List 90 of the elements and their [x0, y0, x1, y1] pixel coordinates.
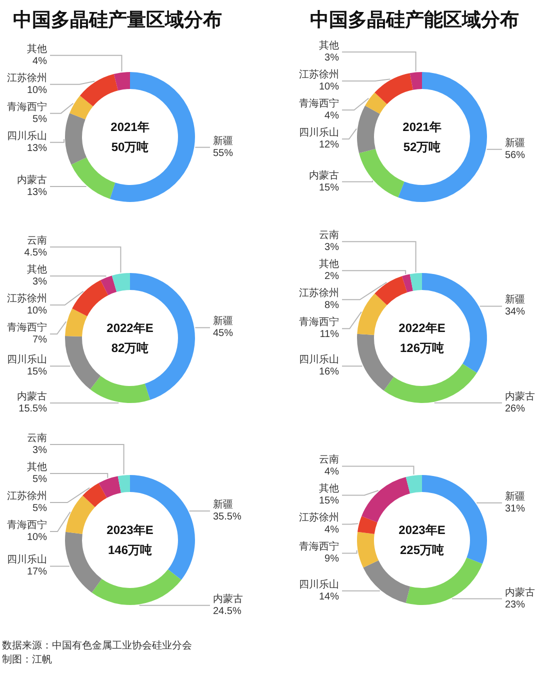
slice-label: 内蒙古: [213, 592, 243, 605]
data-label: 13%: [26, 187, 48, 198]
data-label: 55%: [213, 148, 234, 159]
data-label: 45%: [213, 328, 234, 340]
data-label: 11%: [320, 329, 340, 340]
slice-label: 其他: [319, 40, 339, 52]
slice-label: 江苏徐州: [7, 292, 47, 305]
slice-label: 青海西宁: [7, 518, 47, 531]
data-label: 24.5%: [213, 606, 242, 617]
slice-label: 新疆: [213, 315, 233, 328]
slice-label: 四川乐山: [299, 354, 339, 366]
text: 2023年E 146万吨: [106, 523, 154, 557]
data-label: 17%: [26, 566, 48, 578]
slice-label: 江苏徐州: [299, 512, 339, 524]
slice-label: 青海西宁: [299, 316, 339, 328]
data-label: 15%: [318, 496, 340, 507]
text: 制图：江帆: [2, 654, 52, 666]
slice-label: 四川乐山: [7, 130, 47, 142]
data-label: 3%: [32, 444, 48, 456]
data-label: 3%: [32, 276, 48, 288]
slice-label: 内蒙古: [309, 169, 339, 182]
data-label: 16%: [318, 366, 340, 378]
slice-label: 青海西宁: [7, 100, 47, 113]
slice-label: 内蒙古: [17, 174, 47, 186]
slice-label: 青海西宁: [7, 322, 47, 334]
text: 2022年E 126万吨: [398, 321, 446, 355]
slice-label: 四川乐山: [299, 126, 339, 138]
slice-label: 云南: [319, 454, 339, 466]
data-label: 4%: [324, 466, 340, 478]
slice-label: 四川乐山: [7, 554, 47, 566]
data-label: 56%: [505, 150, 526, 161]
data-label: 35.5%: [213, 511, 242, 522]
data-label: 15%: [318, 182, 340, 194]
data-label: 13%: [26, 142, 48, 154]
data-label: 8%: [324, 300, 340, 312]
slice-label: 其他: [319, 258, 339, 270]
data-label: 10%: [26, 532, 48, 543]
slice-label: 云南: [27, 432, 47, 444]
data-label: 31%: [505, 503, 526, 514]
slice-label: 云南: [319, 229, 339, 242]
data-label: 3%: [324, 52, 340, 64]
slice-label: 内蒙古: [505, 390, 535, 402]
slice-label: 四川乐山: [299, 578, 339, 590]
data-label: 5%: [32, 114, 48, 125]
slice-label: 内蒙古: [505, 586, 535, 598]
data-label: 4%: [324, 524, 340, 536]
chart-title: 中国多晶硅产量区域分布: [13, 9, 222, 31]
slice-label: 江苏徐州: [299, 287, 339, 300]
text: 2021年 52万吨: [402, 120, 442, 154]
data-label: 5%: [32, 474, 48, 485]
data-label: 23%: [505, 599, 526, 610]
data-label: 3%: [324, 242, 340, 254]
data-label: 2%: [324, 271, 340, 282]
data-label: 10%: [26, 306, 48, 317]
slice-label: 云南: [27, 234, 47, 247]
data-label: 34%: [505, 306, 526, 318]
slice-label: 四川乐山: [7, 354, 47, 366]
slice-label: 其他: [319, 482, 339, 495]
chart-title: 中国多晶硅产能区域分布: [310, 9, 519, 31]
slice-label: 新疆: [505, 490, 525, 502]
data-label: 9%: [324, 554, 340, 565]
data-label: 14%: [318, 591, 340, 602]
slice-label: 江苏徐州: [7, 490, 47, 502]
data-label: 10%: [318, 82, 340, 92]
slice-label: 江苏徐州: [299, 68, 339, 80]
data-label: 15.5%: [18, 404, 48, 415]
data-label: 4.5%: [24, 248, 48, 259]
data-label: 26%: [505, 403, 526, 414]
slice-label: 青海西宁: [299, 540, 339, 553]
slice-label: 江苏徐州: [7, 72, 47, 84]
slice-label: 新疆: [505, 136, 525, 149]
data-label: 7%: [32, 334, 48, 346]
slice-label: 其他: [27, 42, 47, 55]
slice-label: 内蒙古: [17, 390, 47, 403]
slice-label: 新疆: [213, 134, 233, 147]
data-label: 5%: [32, 502, 48, 514]
slice-label: 其他: [27, 460, 47, 473]
data-label: 15%: [26, 366, 48, 378]
slice-label: 新疆: [213, 498, 233, 510]
source-note: 数据来源：中国有色金属工业协会硅业分会: [2, 640, 192, 652]
data-label: 10%: [26, 84, 48, 96]
text: 2022年E 82万吨: [106, 321, 154, 355]
slice-label: 新疆: [505, 294, 525, 306]
slice-label: 青海西宁: [299, 98, 339, 110]
text: 2023年E 225万吨: [398, 523, 446, 557]
text: 2021年 50万吨: [110, 120, 150, 154]
data-label: 4%: [324, 110, 340, 122]
data-label: 12%: [318, 140, 340, 150]
data-label: 4%: [32, 56, 48, 67]
slice-label: 其他: [27, 264, 47, 276]
